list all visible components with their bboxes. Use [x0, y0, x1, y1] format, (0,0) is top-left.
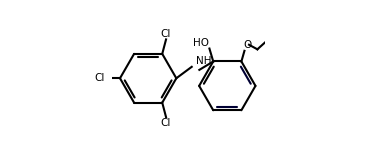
Text: NH: NH — [196, 56, 211, 66]
Text: O: O — [244, 40, 252, 50]
Text: Cl: Cl — [94, 73, 105, 83]
Text: Cl: Cl — [161, 29, 171, 39]
Text: HO: HO — [193, 38, 208, 48]
Text: Cl: Cl — [161, 118, 171, 128]
